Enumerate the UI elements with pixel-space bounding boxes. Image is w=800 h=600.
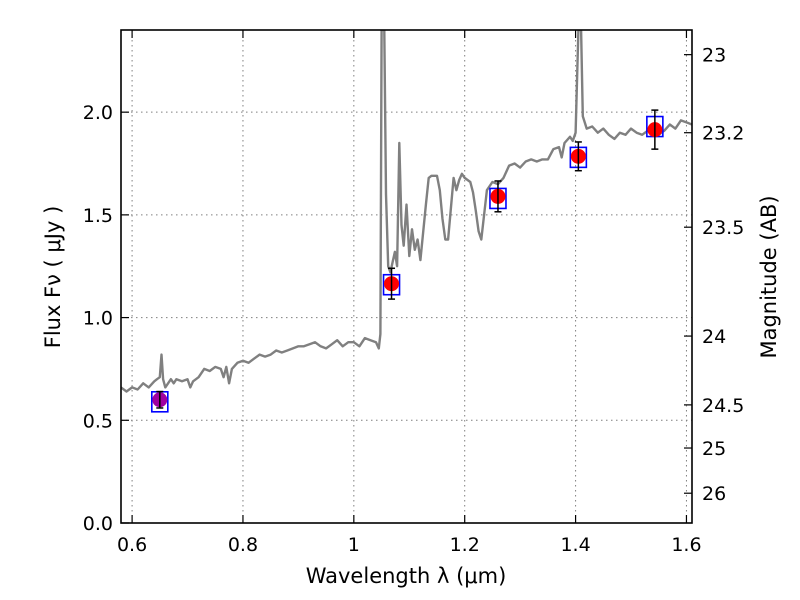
y-axis-label: Flux Fν ( μJy ) bbox=[41, 206, 65, 349]
plot-area bbox=[121, 30, 692, 413]
axis-ticks: 0.6 0.8 1 1.2 1.4 1.6 0.0 0.5 1.0 1.5 2.0 23 23.2 23.… bbox=[83, 30, 744, 556]
spectrum-line bbox=[121, 30, 692, 393]
right-tick-label: 23.2 bbox=[702, 123, 744, 145]
x-axis-label: Wavelength λ (μm) bbox=[306, 564, 507, 588]
x-tick-label: 0.8 bbox=[228, 534, 258, 556]
right-tick-label: 24 bbox=[702, 326, 726, 348]
right-tick-label: 26 bbox=[702, 483, 726, 505]
right-tick-label: 23.5 bbox=[702, 217, 744, 239]
y-tick-label: 1.5 bbox=[83, 205, 113, 227]
grid bbox=[121, 30, 692, 524]
right-tick-label: 23 bbox=[702, 45, 726, 67]
x-tick-label: 1 bbox=[348, 534, 360, 556]
y-tick-label: 0.0 bbox=[83, 513, 113, 535]
x-tick-label: 0.6 bbox=[117, 534, 147, 556]
y-tick-label: 1.0 bbox=[83, 308, 113, 330]
x-tick-label: 1.2 bbox=[450, 534, 480, 556]
y-tick-label: 0.5 bbox=[83, 410, 113, 432]
x-tick-label: 1.4 bbox=[560, 534, 590, 556]
y-tick-label: 2.0 bbox=[83, 102, 113, 124]
right-axis-label: Magnitude (AB) bbox=[757, 195, 781, 358]
right-tick-label: 24.5 bbox=[702, 395, 744, 417]
plot-frame bbox=[120, 29, 693, 524]
right-tick-label: 25 bbox=[702, 438, 726, 460]
x-tick-label: 1.6 bbox=[671, 534, 701, 556]
